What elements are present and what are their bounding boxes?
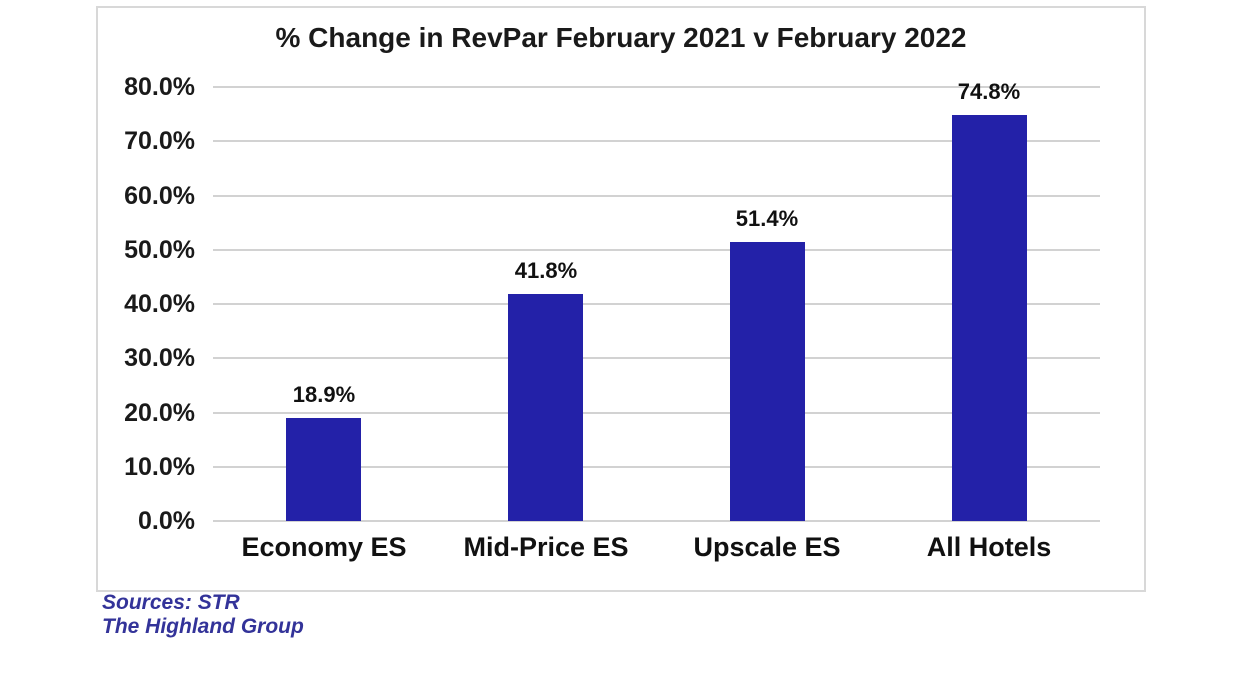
bar-value-label: 74.8% — [957, 79, 1021, 104]
x-axis-category-label: All Hotels — [926, 532, 1052, 562]
gridline — [213, 140, 1100, 143]
gridline — [213, 465, 1100, 468]
y-axis-tick-label: 60.0% — [124, 181, 195, 210]
x-axis-category-label: Economy ES — [241, 532, 407, 562]
gridline — [213, 520, 1100, 522]
bar-value-label: 51.4% — [735, 206, 799, 231]
x-axis-category-label: Upscale ES — [693, 532, 841, 562]
y-axis-tick-label: 40.0% — [124, 290, 195, 318]
gridline — [213, 411, 1100, 414]
bar-economy-es — [286, 418, 361, 521]
y-axis-tick-label: 0.0% — [138, 507, 195, 535]
bar-all-hotels — [952, 115, 1027, 521]
y-axis-tick-label: 20.0% — [124, 398, 195, 427]
sources-line-1: Sources: STR — [102, 591, 240, 614]
chart-frame: % Change in RevPar February 2021 v Febru… — [96, 6, 1146, 592]
y-axis-tick-label: 70.0% — [124, 127, 195, 156]
gridline — [213, 248, 1100, 251]
bar-mid-price-es — [508, 294, 583, 521]
sources-line-2: The Highland Group — [102, 615, 304, 638]
y-axis-tick-label: 30.0% — [124, 344, 195, 373]
bar-value-label: 18.9% — [292, 382, 356, 407]
gridline — [213, 357, 1100, 360]
sources-caption: Sources: STR The Highland Group — [102, 591, 304, 639]
chart-title: % Change in RevPar February 2021 v Febru… — [275, 22, 967, 53]
bar-value-label: 41.8% — [514, 258, 578, 283]
x-axis-category-label: Mid-Price ES — [463, 532, 629, 562]
gridline — [213, 194, 1100, 197]
gridline — [213, 86, 1100, 88]
bar-upscale-es — [730, 242, 805, 521]
y-axis-tick-label: 50.0% — [124, 235, 195, 264]
y-axis-tick-label: 10.0% — [124, 452, 195, 481]
y-axis-tick-label: 80.0% — [124, 73, 195, 101]
gridline — [213, 303, 1100, 305]
plot-area: 0.0% 10.0% 20.0% 30.0% 40.0% 50.0% 60.0% 70.0% 8… — [98, 8, 1144, 590]
